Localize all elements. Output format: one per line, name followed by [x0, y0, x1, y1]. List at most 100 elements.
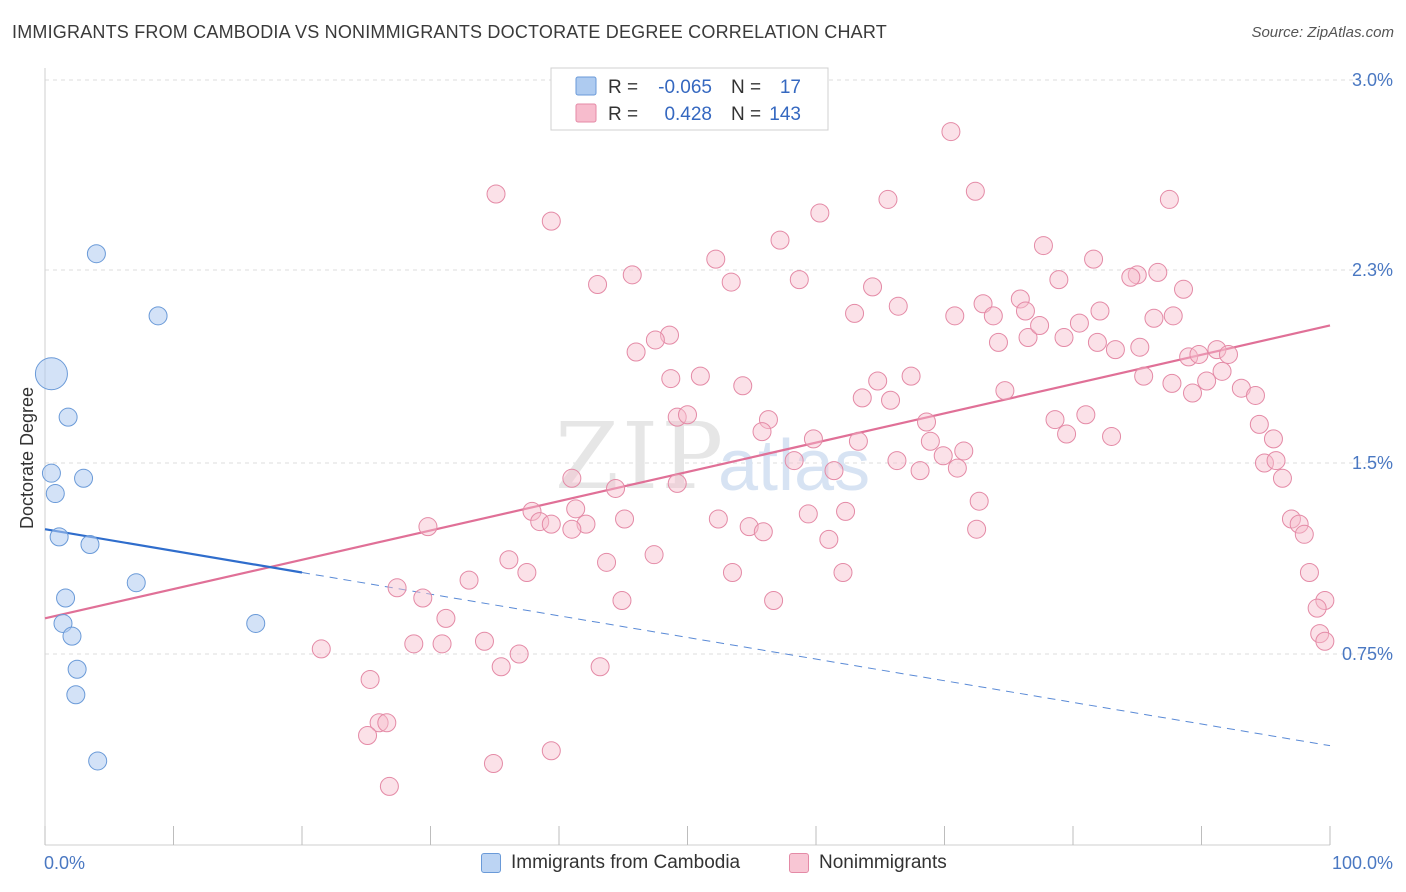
point-nonimmigrants-99 — [708, 509, 728, 529]
legend-r-value-cambodia: -0.065 — [658, 77, 712, 98]
point-nonimmigrants-105 — [1294, 524, 1314, 544]
bottom-legend-item-cambodia: Immigrants from Cambodia — [481, 852, 740, 874]
point-nonimmigrants-70 — [848, 431, 868, 451]
grid-lines — [45, 79, 1390, 655]
point-nonimmigrants-33 — [626, 342, 646, 362]
point-cambodia-13 — [246, 613, 266, 633]
point-cambodia-5 — [45, 484, 65, 504]
point-nonimmigrants-45 — [1218, 344, 1238, 364]
point-nonimmigrants-110 — [722, 563, 742, 583]
legend-n-value-cambodia: 17 — [780, 77, 801, 98]
point-nonimmigrants-31 — [660, 325, 680, 345]
point-nonimmigrants-39 — [1087, 332, 1107, 352]
x-tick-label-0: 0.0% — [44, 853, 85, 873]
point-nonimmigrants-74 — [1263, 429, 1283, 449]
point-nonimmigrants-47 — [690, 366, 710, 386]
point-cambodia-12 — [62, 626, 82, 646]
point-nonimmigrants-2 — [965, 181, 985, 201]
y-tick-label-0: 0.75% — [1342, 644, 1393, 664]
point-nonimmigrants-84 — [562, 468, 582, 488]
point-nonimmigrants-36 — [1030, 315, 1050, 335]
point-nonimmigrants-25 — [983, 306, 1003, 326]
bottom-legend-label-nonimmigrants: Nonimmigrants — [819, 852, 947, 873]
point-nonimmigrants-112 — [517, 563, 537, 583]
point-nonimmigrants-101 — [753, 522, 773, 542]
point-nonimmigrants-107 — [644, 545, 664, 565]
point-nonimmigrants-114 — [459, 570, 479, 590]
point-nonimmigrants-124 — [404, 634, 424, 654]
point-cambodia-8 — [80, 534, 100, 554]
point-nonimmigrants-123 — [1315, 631, 1335, 651]
point-nonimmigrants-134 — [358, 725, 378, 745]
point-nonimmigrants-68 — [752, 422, 772, 442]
point-nonimmigrants-106 — [819, 529, 839, 549]
point-nonimmigrants-29 — [1144, 308, 1164, 328]
point-nonimmigrants-24 — [973, 294, 993, 314]
point-nonimmigrants-80 — [1266, 451, 1286, 471]
point-nonimmigrants-15 — [721, 272, 741, 292]
point-nonimmigrants-98 — [615, 509, 635, 529]
point-nonimmigrants-67 — [1249, 414, 1269, 434]
point-nonimmigrants-91 — [798, 504, 818, 524]
point-nonimmigrants-96 — [541, 514, 561, 534]
point-nonimmigrants-72 — [1057, 424, 1077, 444]
point-nonimmigrants-83 — [947, 458, 967, 478]
point-nonimmigrants-111 — [833, 563, 853, 583]
point-nonimmigrants-12 — [1148, 262, 1168, 282]
y-axis-label: Doctorate Degree — [17, 387, 37, 529]
point-nonimmigrants-9 — [1033, 236, 1053, 256]
point-nonimmigrants-35 — [1018, 328, 1038, 348]
point-nonimmigrants-48 — [733, 376, 753, 396]
point-nonimmigrants-1 — [486, 184, 506, 204]
point-nonimmigrants-52 — [1162, 373, 1182, 393]
point-cambodia-16 — [88, 751, 108, 771]
point-cambodia-2 — [148, 306, 168, 326]
point-nonimmigrants-133 — [377, 713, 397, 733]
point-nonimmigrants-102 — [967, 519, 987, 539]
point-cambodia-15 — [66, 685, 86, 705]
point-nonimmigrants-128 — [509, 644, 529, 664]
point-nonimmigrants-26 — [1010, 289, 1030, 309]
legend-r-label-nonimmigrants: R = — [608, 104, 638, 125]
point-nonimmigrants-66 — [1076, 405, 1096, 425]
point-nonimmigrants-104 — [562, 519, 582, 539]
point-nonimmigrants-19 — [1121, 267, 1141, 287]
legend-r-value-nonimmigrants: 0.428 — [664, 104, 712, 125]
point-nonimmigrants-76 — [954, 441, 974, 461]
point-nonimmigrants-71 — [920, 431, 940, 451]
point-nonimmigrants-97 — [576, 514, 596, 534]
point-nonimmigrants-60 — [1183, 383, 1203, 403]
point-nonimmigrants-16 — [789, 270, 809, 290]
point-nonimmigrants-17 — [863, 277, 883, 297]
point-nonimmigrants-65 — [1045, 410, 1065, 430]
point-nonimmigrants-94 — [1289, 514, 1309, 534]
point-nonimmigrants-54 — [1212, 361, 1232, 381]
point-cambodia-14 — [67, 659, 87, 679]
legend-n-label-nonimmigrants: N = — [731, 104, 761, 125]
point-nonimmigrants-100 — [739, 517, 759, 537]
point-nonimmigrants-40 — [1105, 340, 1125, 360]
legend-n-label-cambodia: N = — [731, 77, 761, 98]
point-nonimmigrants-116 — [413, 588, 433, 608]
point-cambodia-1 — [86, 244, 106, 264]
point-cambodia-4 — [41, 463, 61, 483]
point-nonimmigrants-5 — [810, 203, 830, 223]
point-nonimmigrants-119 — [1315, 591, 1335, 611]
point-nonimmigrants-37 — [1054, 328, 1074, 348]
point-nonimmigrants-117 — [612, 591, 632, 611]
point-cambodia-9 — [126, 573, 146, 593]
point-nonimmigrants-44 — [1207, 340, 1227, 360]
point-cambodia-0 — [34, 357, 68, 391]
point-nonimmigrants-137 — [379, 776, 399, 796]
point-nonimmigrants-13 — [588, 274, 608, 294]
point-nonimmigrants-3 — [1159, 189, 1179, 209]
data-points — [34, 122, 1335, 796]
point-nonimmigrants-28 — [1090, 301, 1110, 321]
point-nonimmigrants-73 — [1102, 426, 1122, 446]
point-nonimmigrants-8 — [706, 249, 726, 269]
point-nonimmigrants-132 — [369, 713, 389, 733]
watermark-atlas: atlas — [718, 426, 870, 506]
point-nonimmigrants-108 — [499, 550, 519, 570]
point-nonimmigrants-58 — [881, 390, 901, 410]
y-tick-label-1: 1.5% — [1352, 453, 1393, 473]
